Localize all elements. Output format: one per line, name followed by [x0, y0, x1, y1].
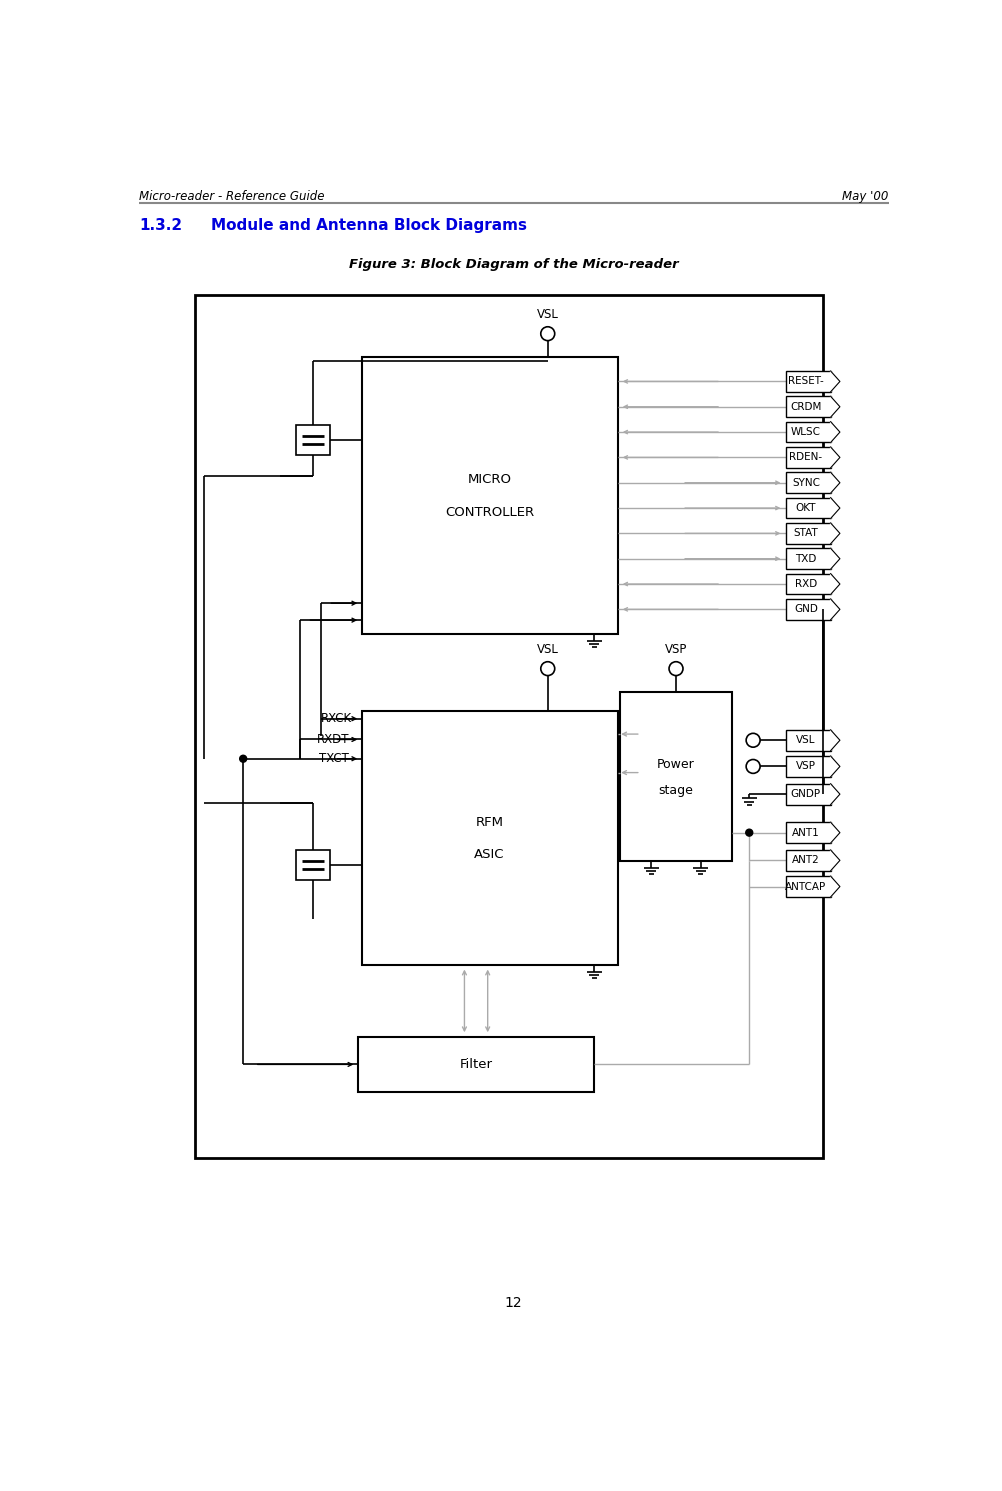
Text: Micro-reader - Reference Guide: Micro-reader - Reference Guide: [139, 191, 325, 203]
Text: TXD: TXD: [795, 553, 816, 564]
Circle shape: [540, 327, 554, 340]
Text: RXDT-: RXDT-: [317, 734, 352, 746]
Bar: [362, 356, 617, 634]
Polygon shape: [830, 523, 839, 544]
Bar: [785, 397, 830, 417]
Polygon shape: [830, 498, 839, 519]
Circle shape: [668, 662, 682, 675]
Polygon shape: [830, 731, 839, 750]
Bar: [785, 549, 830, 570]
Polygon shape: [830, 422, 839, 443]
Circle shape: [745, 759, 760, 774]
Bar: [195, 295, 822, 1157]
Polygon shape: [830, 473, 839, 494]
Text: RFM: RFM: [475, 816, 503, 829]
Polygon shape: [830, 822, 839, 842]
Circle shape: [745, 829, 752, 836]
Bar: [785, 877, 830, 898]
Text: GND: GND: [794, 604, 817, 614]
Polygon shape: [830, 447, 839, 468]
Text: STAT: STAT: [793, 528, 818, 538]
Polygon shape: [830, 784, 839, 805]
Bar: [785, 422, 830, 443]
Bar: [785, 784, 830, 805]
Text: ANTCAP: ANTCAP: [785, 881, 826, 892]
Text: SYNC: SYNC: [792, 477, 819, 488]
Text: Figure 3: Block Diagram of the Micro-reader: Figure 3: Block Diagram of the Micro-rea…: [349, 258, 677, 271]
Circle shape: [745, 734, 760, 747]
Text: VSP: VSP: [796, 762, 815, 771]
Text: 1.3.2: 1.3.2: [139, 218, 182, 233]
Bar: [785, 756, 830, 777]
Text: ANT2: ANT2: [792, 856, 819, 865]
Bar: [358, 1036, 593, 1091]
Text: CRDM: CRDM: [790, 401, 821, 412]
Text: stage: stage: [658, 784, 692, 796]
Bar: [785, 822, 830, 842]
Text: RXD: RXD: [794, 579, 817, 589]
Circle shape: [540, 662, 554, 675]
Bar: [785, 599, 830, 620]
Polygon shape: [830, 599, 839, 620]
Bar: [785, 371, 830, 392]
Text: RXCK: RXCK: [321, 713, 352, 725]
Text: ANT1: ANT1: [792, 828, 819, 838]
Polygon shape: [830, 877, 839, 898]
Text: WLSC: WLSC: [791, 426, 820, 437]
Text: MICRO: MICRO: [467, 474, 511, 486]
Text: ASIC: ASIC: [474, 848, 504, 862]
Polygon shape: [830, 850, 839, 871]
Text: VSL: VSL: [536, 309, 558, 322]
Bar: [619, 692, 731, 862]
Bar: [785, 473, 830, 494]
Text: TXCT-: TXCT-: [319, 753, 352, 765]
Polygon shape: [830, 756, 839, 777]
Polygon shape: [830, 397, 839, 417]
Text: RESET-: RESET-: [788, 376, 823, 386]
Bar: [362, 711, 617, 965]
Bar: [296, 850, 330, 880]
Bar: [785, 523, 830, 544]
Text: Power: Power: [656, 757, 694, 771]
Text: OKT: OKT: [795, 502, 816, 513]
Text: VSL: VSL: [536, 643, 558, 656]
Text: VSL: VSL: [796, 735, 815, 746]
Bar: [785, 850, 830, 871]
Text: 12: 12: [504, 1296, 522, 1311]
Text: RDEN-: RDEN-: [789, 452, 822, 462]
Text: GNDP: GNDP: [790, 789, 821, 799]
Polygon shape: [830, 549, 839, 570]
Text: VSP: VSP: [664, 643, 686, 656]
Text: Filter: Filter: [459, 1059, 492, 1071]
Polygon shape: [830, 574, 839, 595]
Text: Module and Antenna Block Diagrams: Module and Antenna Block Diagrams: [210, 218, 526, 233]
Circle shape: [239, 756, 246, 762]
Bar: [785, 731, 830, 750]
Bar: [785, 447, 830, 468]
Bar: [785, 498, 830, 519]
Bar: [785, 574, 830, 595]
Text: May '00: May '00: [842, 191, 888, 203]
Text: CONTROLLER: CONTROLLER: [445, 505, 534, 519]
Bar: [296, 425, 330, 455]
Polygon shape: [830, 371, 839, 392]
